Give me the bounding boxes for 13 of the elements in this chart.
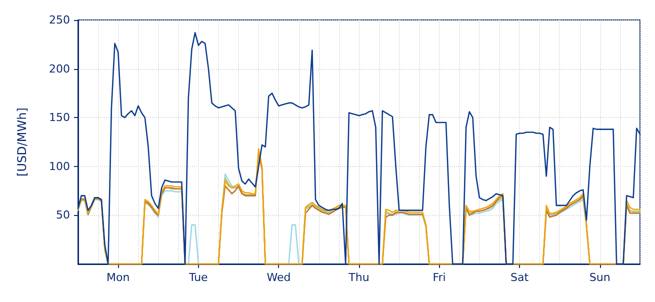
x-tick-label: Sun: [589, 271, 610, 284]
y-tick-label: 150: [49, 111, 70, 124]
x-tick-label: Sat: [510, 271, 530, 284]
x-tick-label: Thu: [348, 271, 370, 284]
y-tick-label: 100: [49, 160, 70, 173]
x-tick-label: Fri: [432, 271, 446, 284]
y-tick-label: 200: [49, 62, 70, 76]
x-tick-label: Tue: [188, 271, 208, 284]
y-axis-title: [USD/MWh]: [15, 108, 29, 176]
x-tick-label: Mon: [106, 271, 130, 284]
x-tick-label: Wed: [266, 271, 291, 284]
y-tick-label: 250: [49, 14, 70, 26]
y-tick-label: 50: [56, 208, 70, 222]
